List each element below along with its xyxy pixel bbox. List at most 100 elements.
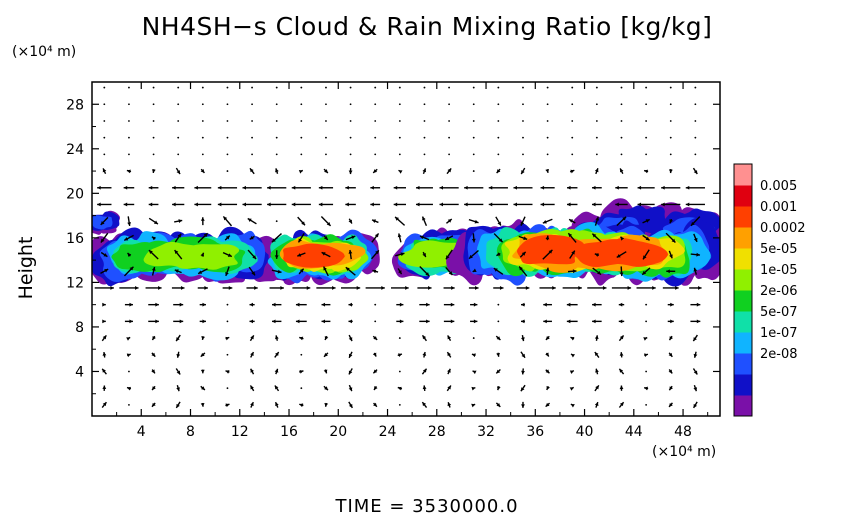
wind-dot [398, 120, 401, 122]
wind-arrowhead [447, 402, 452, 407]
x-tick-label: 20 [329, 424, 347, 440]
wind-arrowhead [177, 233, 182, 238]
wind-arrowhead [620, 236, 625, 241]
wind-arrowhead [422, 352, 427, 356]
wind-dot [128, 153, 130, 156]
wind-arrowhead [217, 202, 222, 207]
wind-dot [201, 103, 204, 106]
wind-arrowhead [374, 233, 379, 238]
wind-arrowhead [685, 185, 690, 190]
wind-arrowhead [250, 368, 254, 373]
wind-arrowhead [249, 319, 254, 324]
wind-arrowhead [151, 236, 156, 241]
colorbar-swatch [734, 290, 752, 312]
colorbar-label: 5e-07 [760, 305, 798, 320]
wind-dot [522, 120, 524, 122]
wind-dot [620, 153, 623, 156]
wind-arrowhead [525, 286, 530, 290]
wind-arrowhead [661, 185, 665, 190]
wind-dot [472, 170, 475, 172]
wind-arrowhead [348, 403, 353, 408]
wind-arrowhead [519, 266, 523, 271]
wind-dot [571, 153, 574, 156]
wind-arrowhead [426, 302, 430, 307]
wind-arrowhead [318, 185, 323, 190]
wind-arrowhead [295, 302, 300, 307]
wind-dot [177, 136, 180, 139]
colorbar-label: 5e-05 [760, 242, 798, 257]
wind-arrowhead [267, 202, 271, 207]
wind-arrowhead [594, 168, 599, 173]
wind-arrowhead [381, 286, 385, 290]
wind-arrowhead [619, 368, 624, 373]
wind-arrowhead [493, 268, 498, 272]
wind-arrowhead [301, 221, 305, 226]
y-tick-label: 4 [75, 364, 84, 380]
wind-arrowhead [374, 385, 378, 390]
wind-arrowhead [102, 352, 107, 356]
wind-arrowhead [275, 402, 279, 407]
wind-dot [128, 370, 130, 373]
x-tick-label: 36 [526, 424, 544, 440]
wind-arrowhead [521, 337, 525, 342]
wind-arrowhead [225, 370, 230, 374]
wind-arrowhead [627, 286, 632, 290]
wind-arrowhead [280, 286, 284, 290]
wind-dot [423, 86, 426, 89]
wind-dot [472, 136, 475, 139]
wind-arrowhead [152, 386, 156, 391]
wind-dot [546, 86, 549, 89]
wind-dot [226, 303, 229, 306]
wind-dot [226, 320, 229, 323]
wind-arrowhead [566, 302, 571, 307]
wind-dot [325, 103, 327, 106]
colorbar-label: 0.001 [760, 200, 797, 215]
wind-arrowhead [323, 266, 327, 271]
wind-arrowhead [223, 216, 228, 221]
wind-arrowhead [669, 402, 673, 407]
wind-arrowhead [151, 402, 156, 407]
cloud-blob [517, 234, 585, 265]
wind-arrowhead [299, 403, 304, 408]
wind-arrowhead [546, 385, 551, 390]
wind-dot [448, 153, 450, 156]
wind-arrowhead [370, 185, 374, 190]
wind-arrowhead [129, 319, 133, 324]
wind-arrowhead [148, 250, 153, 254]
wind-arrowhead [274, 368, 279, 373]
wind-arrowhead [271, 302, 276, 307]
y-tick-label: 24 [66, 142, 84, 158]
wind-dot [571, 103, 574, 106]
wind-dot [349, 103, 352, 106]
wind-arrowhead [422, 335, 427, 340]
wind-arrowhead [102, 402, 107, 407]
wind-dot [300, 387, 303, 390]
wind-arrowhead [277, 269, 282, 274]
wind-dot [423, 136, 426, 139]
wind-arrowhead [153, 220, 158, 225]
wind-arrowhead [291, 202, 296, 207]
wind-arrowhead [348, 302, 352, 307]
wind-arrowhead [102, 168, 107, 173]
wind-dot [546, 136, 549, 139]
wind-arrowhead [172, 202, 176, 207]
wind-arrowhead [602, 286, 607, 290]
wind-dot [694, 153, 697, 156]
wind-arrowhead [324, 335, 329, 340]
x-tick-label: 40 [576, 424, 594, 440]
wind-arrowhead [373, 169, 378, 173]
wind-arrowhead [399, 302, 404, 307]
wind-arrowhead [204, 286, 208, 290]
wind-arrowhead [594, 253, 599, 257]
wind-arrowhead [126, 337, 131, 341]
wind-dot [374, 153, 377, 156]
wind-arrowhead [127, 386, 131, 391]
wind-arrowhead [696, 252, 700, 257]
wind-arrowhead [172, 185, 176, 190]
wind-dot [645, 86, 648, 89]
wind-dot [546, 103, 549, 106]
wind-arrowhead [247, 218, 252, 222]
wind-dot [152, 120, 155, 122]
wind-arrowhead [473, 319, 478, 324]
wind-arrowhead [513, 202, 517, 207]
